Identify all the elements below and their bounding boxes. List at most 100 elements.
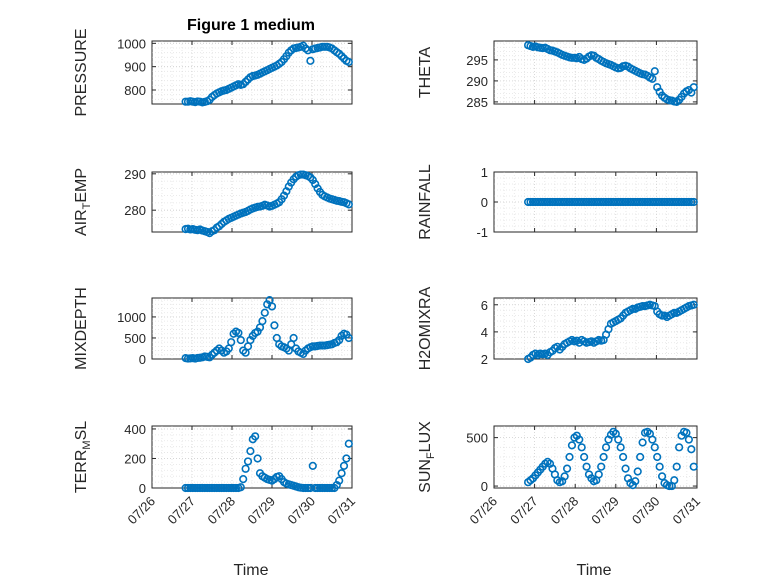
data-point: [614, 435, 623, 444]
data-point: [227, 338, 236, 347]
subplot-3: -1 0 1 RAINFALL: [417, 164, 698, 240]
data-point: [335, 476, 344, 485]
data-point: [670, 476, 679, 485]
data-point: [239, 475, 248, 484]
data-point: [567, 441, 577, 450]
data-point: [657, 472, 667, 481]
data-point: [621, 464, 630, 473]
y-tick-label: 280: [124, 203, 146, 218]
data-point: [251, 432, 260, 441]
data-point: [342, 454, 351, 463]
data-point: [565, 452, 574, 462]
subplot-1: 285 290 295 THETA: [417, 40, 698, 110]
y-tick-label: 200: [124, 451, 146, 466]
y-tick-label: 500: [466, 431, 488, 446]
y-axis-label-7: SUNFLUX: [417, 421, 437, 493]
y-tick-label: 290: [124, 167, 146, 182]
y-tick-label: 400: [124, 422, 146, 437]
data-point: [689, 197, 698, 207]
data-point: [636, 452, 645, 462]
data-point: [306, 56, 315, 65]
y-tick-label: 1: [481, 165, 488, 180]
data-point: [653, 452, 662, 462]
data-point: [665, 481, 674, 491]
data-point: [689, 83, 698, 92]
data-point: [267, 302, 277, 311]
y-tick-label: 0: [139, 481, 146, 496]
data-point: [562, 464, 572, 473]
data-point: [577, 443, 586, 452]
y-tick-label: 290: [466, 74, 488, 89]
figure-title: Figure 1 medium: [187, 17, 315, 34]
data-point: [582, 462, 591, 471]
data-point: [303, 46, 313, 55]
data-point: [670, 308, 679, 318]
data-point: [616, 443, 625, 452]
data-point: [575, 435, 584, 444]
data-point: [638, 438, 647, 447]
data-point: [236, 335, 245, 345]
subplot-0: 800 900 1000 PRESSURE: [73, 28, 353, 117]
data-point: [270, 321, 279, 330]
data-point: [648, 435, 657, 444]
y-tick-label: 2: [481, 352, 488, 367]
data-point: [633, 467, 642, 476]
y-tick-label: 4: [481, 325, 488, 340]
data-point: [241, 464, 250, 473]
data-point: [650, 443, 659, 452]
data-point: [339, 461, 349, 470]
data-point: [601, 443, 611, 452]
y-axis-label-6: TERRMSL: [73, 421, 93, 493]
data-point: [638, 302, 647, 311]
data-point: [655, 462, 664, 471]
y-axis-label-1: THETA: [417, 47, 434, 99]
x-axis-label-right: Time: [577, 562, 612, 579]
data-point: [260, 308, 269, 317]
y-axis-label-5: H2OMIXRA: [417, 286, 434, 370]
data-point: [580, 452, 589, 462]
data-point: [597, 462, 606, 471]
y-tick-label: 285: [466, 95, 488, 110]
subplot-5: 2 4 6 H2OMIXRA: [417, 286, 698, 370]
data-point: [337, 469, 346, 478]
y-tick-label: 0: [139, 352, 146, 367]
data-point: [344, 439, 353, 448]
data-point: [631, 477, 640, 486]
y-tick-label: 295: [466, 53, 488, 68]
data-point: [599, 452, 608, 462]
data-point: [243, 457, 253, 466]
y-tick-label: 0: [481, 479, 488, 494]
data-point: [675, 443, 684, 452]
data-point: [258, 317, 267, 326]
data-point: [246, 446, 255, 456]
data-point: [682, 428, 691, 437]
data-point: [344, 200, 353, 209]
y-tick-label: 900: [124, 60, 146, 75]
y-tick-label: 1000: [117, 36, 146, 51]
y-tick-label: 1000: [117, 310, 146, 325]
data-point: [344, 333, 353, 343]
data-point: [619, 452, 628, 462]
x-axis-label-left: Time: [234, 562, 269, 579]
data-point: [628, 304, 637, 313]
y-tick-label: 500: [124, 331, 146, 346]
data-point: [689, 462, 698, 471]
data-point: [684, 197, 693, 207]
y-axis-label-3: RAINFALL: [417, 164, 434, 240]
data-point: [289, 333, 298, 343]
data-point: [308, 461, 317, 470]
data-point: [560, 472, 569, 481]
data-point: [344, 57, 353, 67]
data-point: [594, 470, 603, 479]
data-point: [650, 67, 659, 76]
data-point: [672, 462, 681, 471]
data-point: [236, 483, 245, 492]
data-point: [234, 328, 243, 338]
y-axis-label-2: AIRTEMP: [73, 168, 93, 236]
data-point: [689, 300, 698, 309]
y-axis-label-4: MIXDEPTH: [73, 287, 90, 370]
y-axis-label-0: PRESSURE: [73, 28, 90, 116]
data-point: [684, 435, 693, 444]
